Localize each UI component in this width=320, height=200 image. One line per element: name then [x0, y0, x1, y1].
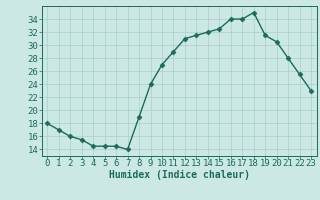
X-axis label: Humidex (Indice chaleur): Humidex (Indice chaleur)	[109, 170, 250, 180]
